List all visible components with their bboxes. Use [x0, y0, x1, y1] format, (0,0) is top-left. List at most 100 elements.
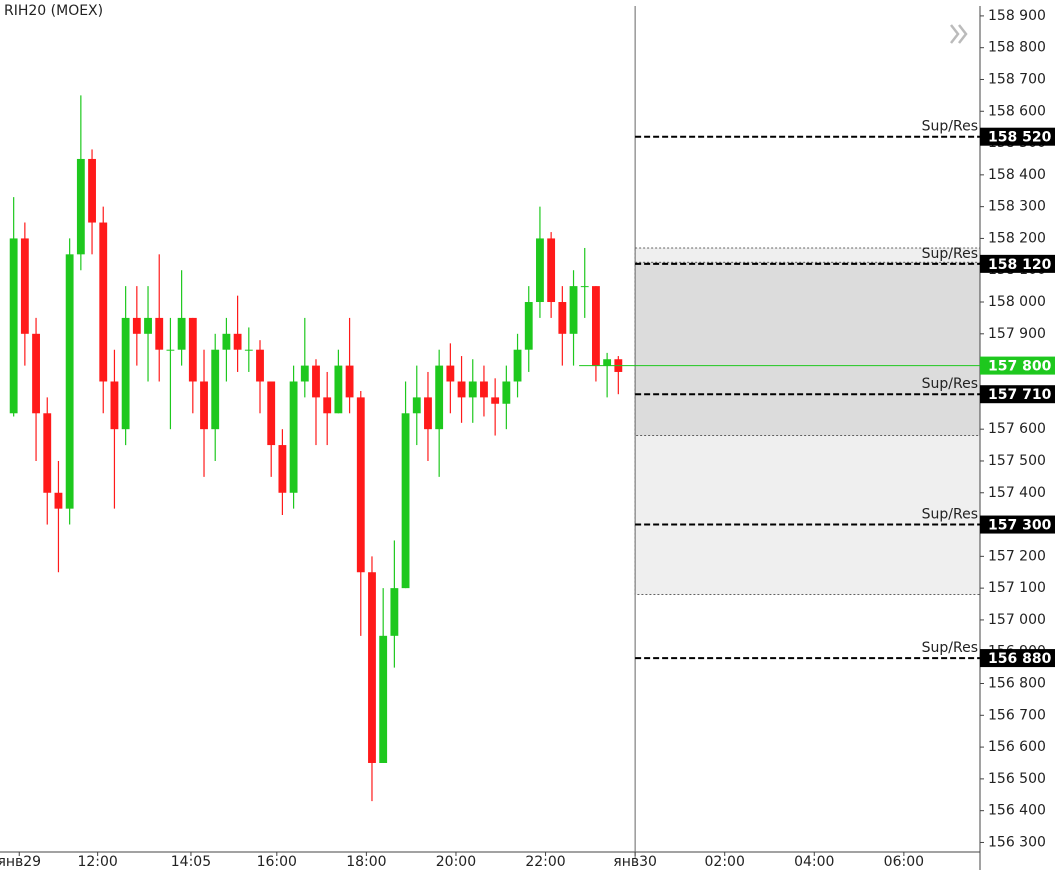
candle-body	[211, 349, 220, 430]
candle-body	[43, 413, 52, 493]
candle-body	[580, 286, 589, 288]
candle-body	[435, 365, 444, 430]
x-tick-label: 22:00	[525, 854, 565, 870]
y-tick-label: 158 400	[988, 167, 1046, 183]
x-tick-label: 16:00	[257, 854, 297, 870]
level-name: Sup/Res	[922, 119, 978, 135]
level-name: Sup/Res	[922, 507, 978, 523]
candle-body	[513, 349, 522, 382]
y-tick-label: 156 700	[988, 707, 1046, 723]
candle-body	[54, 492, 63, 509]
level-label: 158 120	[988, 257, 1052, 273]
y-tick-label: 156 300	[988, 834, 1046, 850]
level-box	[980, 385, 1055, 404]
x-tick-label: янв30	[613, 854, 657, 870]
candle-body	[323, 397, 332, 414]
x-tick-label: 06:00	[884, 854, 924, 870]
y-tick-label: 158 900	[988, 8, 1046, 24]
level-box	[980, 515, 1055, 534]
candle-body	[368, 572, 376, 763]
candle-body	[480, 381, 488, 398]
x-tick-label: 18:00	[346, 854, 386, 870]
x-tick-label: 14:05	[171, 854, 211, 870]
candle-body	[110, 381, 119, 430]
scroll-icon[interactable]	[950, 24, 968, 44]
y-tick-label: 157 100	[988, 580, 1046, 596]
candle-body	[99, 222, 108, 382]
y-tick-label: 157 200	[988, 548, 1046, 564]
y-tick-label: 157 500	[988, 453, 1046, 469]
x-tick-label: 04:00	[794, 854, 834, 870]
y-tick-label: 156 400	[988, 803, 1046, 819]
y-tick-label: 158 700	[988, 71, 1046, 87]
candle-body	[412, 397, 421, 414]
y-tick-label: 158 200	[988, 230, 1046, 246]
level-box	[980, 254, 1055, 273]
candle-body	[536, 238, 544, 303]
candle-body	[278, 445, 287, 493]
candle-body	[144, 317, 152, 334]
level-name: Sup/Res	[922, 640, 978, 656]
candle-body	[446, 365, 455, 382]
candle-body	[334, 365, 343, 414]
candle-body	[569, 286, 578, 334]
x-tick-label: 12:00	[77, 854, 117, 870]
level-label: 158 520	[988, 130, 1052, 146]
candle-body	[401, 413, 410, 589]
candle-body	[267, 381, 276, 446]
candle-body	[200, 381, 208, 430]
candle-body	[256, 349, 264, 382]
candle-body	[558, 302, 567, 334]
zone	[634, 261, 981, 436]
candle-body	[233, 333, 242, 350]
current-price-label: 157 800	[988, 359, 1052, 375]
candle-body	[177, 317, 186, 350]
candle-body	[244, 349, 253, 351]
level-label: 157 300	[988, 518, 1052, 534]
y-tick-label: 157 600	[988, 421, 1046, 437]
candle-body	[166, 349, 175, 351]
x-tick-label: янв29	[0, 854, 41, 870]
level-box	[980, 649, 1055, 668]
y-tick-label: 157 400	[988, 485, 1046, 501]
candle-body	[300, 365, 309, 382]
current-price-box	[980, 356, 1055, 375]
y-tick-label: 157 900	[988, 326, 1046, 342]
candle-body	[289, 381, 298, 493]
candle-body	[132, 317, 141, 334]
candle-body	[468, 381, 477, 398]
candle-body	[345, 365, 354, 398]
level-label: 157 710	[988, 387, 1052, 403]
candle-body	[390, 588, 399, 636]
candle-body	[457, 381, 466, 398]
candle-body	[379, 635, 388, 763]
candle-body	[9, 238, 18, 414]
chart-title: RIH20 (MOEX)	[4, 3, 103, 19]
y-tick-label: 158 300	[988, 199, 1046, 215]
candle-body	[88, 158, 96, 223]
y-tick-label: 158 800	[988, 40, 1046, 56]
candle-body	[312, 365, 320, 398]
level-box	[980, 127, 1055, 146]
candle-body	[188, 317, 197, 382]
candle-body	[20, 238, 29, 334]
y-tick-label: 158 000	[988, 294, 1046, 310]
y-tick-label: 157 000	[988, 612, 1046, 628]
y-tick-label: 156 800	[988, 676, 1046, 692]
y-tick-label: 158 600	[988, 103, 1046, 119]
candle-body	[76, 158, 85, 255]
x-tick-label: 20:00	[436, 854, 476, 870]
candle-body	[592, 286, 600, 366]
level-name: Sup/Res	[922, 246, 978, 262]
level-label: 156 880	[988, 651, 1052, 667]
candle-body	[547, 238, 556, 303]
y-tick-label: 156 500	[988, 771, 1046, 787]
candle-body	[491, 397, 500, 404]
x-tick-label: 02:00	[705, 854, 745, 870]
candle-body	[155, 317, 164, 350]
candle-body	[502, 381, 511, 404]
candle-body	[356, 397, 365, 573]
candle-body	[524, 302, 533, 350]
candle-body	[121, 317, 130, 430]
